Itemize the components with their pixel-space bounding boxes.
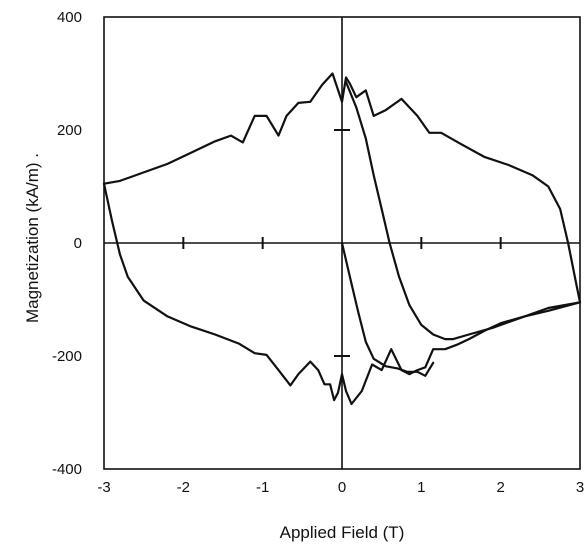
x-tick-label: 2 xyxy=(496,479,504,496)
series-line-2 xyxy=(344,80,582,341)
x-tick-label: 3 xyxy=(576,479,584,496)
y-tick-label: 200 xyxy=(57,122,82,139)
curves-layer xyxy=(102,72,582,406)
x-tick-label: -3 xyxy=(97,479,110,496)
series-line-3 xyxy=(102,182,582,406)
x-tick-label: -1 xyxy=(256,479,269,496)
y-tick-label: -200 xyxy=(52,348,82,365)
tick-marks xyxy=(182,129,502,357)
series-line-1 xyxy=(102,72,582,304)
y-axis-label: Magnetization (kA/m) . xyxy=(23,153,42,323)
x-tick-label: -2 xyxy=(177,479,190,496)
series-line-4 xyxy=(340,241,435,377)
x-tick-label: 1 xyxy=(417,479,425,496)
x-axis-label: Applied Field (T) xyxy=(280,523,405,542)
y-tick-label: 0 xyxy=(74,235,82,252)
tick-labels: -3 -2 -1 0 1 2 3 -400 -200 0 200 400 xyxy=(52,9,584,496)
y-tick-label: 400 xyxy=(57,9,82,26)
x-tick-label: 0 xyxy=(338,479,346,496)
y-tick-label: -400 xyxy=(52,461,82,478)
